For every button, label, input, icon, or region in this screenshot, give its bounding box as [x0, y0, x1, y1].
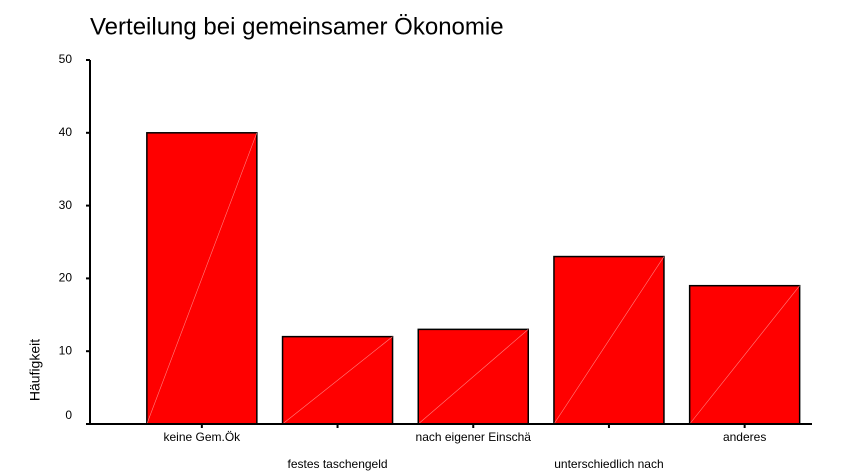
y-tick-label: 40	[59, 125, 73, 139]
y-tick-label: 0	[65, 408, 72, 422]
bar-hatch	[689, 285, 800, 425]
y-axis-label: Häufigkeit	[27, 339, 43, 401]
bar-hatch	[553, 256, 665, 425]
y-tick-label: 10	[59, 343, 73, 357]
bar-hatch	[146, 132, 258, 425]
bar-hatch	[282, 336, 393, 425]
x-tick-label: festes taschengeld	[288, 457, 388, 471]
y-tick-label: 20	[59, 271, 73, 285]
y-tick-label: 50	[59, 52, 73, 66]
x-tick-label: keine Gem.Ök	[163, 430, 241, 444]
chart-title: Verteilung bei gemeinsamer Ökonomie	[90, 13, 504, 40]
bar-hatch	[418, 329, 529, 425]
x-tick-label: nach eigener Einschä	[416, 430, 532, 444]
y-tick-label: 30	[59, 198, 73, 212]
x-tick-label: anderes	[723, 430, 766, 444]
x-tick-label: unterschiedlich nach	[554, 457, 663, 471]
